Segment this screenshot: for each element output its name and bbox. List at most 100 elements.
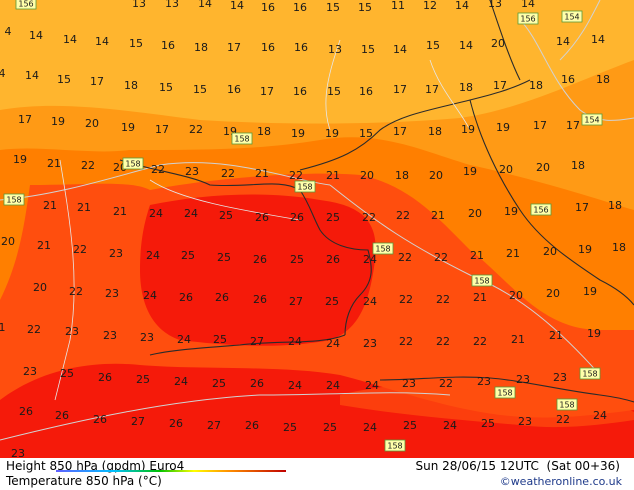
temperature-value: 21 — [113, 205, 127, 218]
temperature-value: 16 — [359, 85, 373, 98]
temperature-value: 25 — [213, 333, 227, 346]
temperature-value: 25 — [219, 209, 233, 222]
temperature-value: 26 — [253, 253, 267, 266]
temperature-value: 26 — [250, 377, 264, 390]
svg-text:154: 154 — [584, 116, 599, 125]
temperature-value: 13 — [132, 0, 146, 10]
country-borders — [54, 39, 471, 401]
temperature-value: 17 — [575, 201, 589, 214]
temperature-value: 17 — [533, 119, 547, 132]
temperature-value: 20 — [33, 281, 47, 294]
temperature-value: 22 — [436, 293, 450, 306]
temperature-value: 23 — [103, 329, 117, 342]
temperature-value: 25 — [403, 419, 417, 432]
temperature-value: 23 — [65, 325, 79, 338]
temperature-value: 27 — [131, 415, 145, 428]
temperature-value: 14 — [459, 39, 473, 52]
temperature-value: 14 — [29, 29, 43, 42]
temperature-value: 16 — [227, 83, 241, 96]
temperature-value: 26 — [93, 413, 107, 426]
temperature-value: 17 — [90, 75, 104, 88]
temperature-value: 26 — [253, 293, 267, 306]
temperature-value: 19 — [325, 127, 339, 140]
height-label: 158 — [494, 386, 516, 399]
temperature-value: 18 — [529, 79, 543, 92]
temperature-value: 15 — [129, 37, 143, 50]
temperature-value: 25 — [323, 421, 337, 434]
temperature-value: 26 — [179, 291, 193, 304]
temperature-value: 24 — [443, 419, 457, 432]
height-label: 158 — [471, 274, 493, 287]
temperature-value: 15 — [359, 127, 373, 140]
temperature-value: 21 — [77, 201, 91, 214]
height-label: 154 — [581, 113, 603, 126]
footer-datetime: Sun 28/06/15 12UTC (Sat 00+36) — [415, 459, 621, 473]
height-label: 154 — [561, 10, 583, 23]
temperature-value: 14 — [455, 0, 469, 12]
temperature-map: 1561313141416161515111214131441414141516… — [0, 0, 634, 458]
temperature-value: 13 — [488, 0, 502, 10]
temperature-value: 19 — [13, 153, 27, 166]
temperature-value: 22 — [151, 163, 165, 176]
temperature-value: 23 — [402, 377, 416, 390]
temperature-value: 19 — [51, 115, 65, 128]
temperature-value: 21 — [470, 249, 484, 262]
temperature-value: 16 — [293, 1, 307, 14]
temperature-value: 23 — [109, 247, 123, 260]
temperature-value: 19 — [496, 121, 510, 134]
temperature-value: 17 — [18, 113, 32, 126]
temperature-value: 15 — [193, 83, 207, 96]
temperature-value: 18 — [395, 169, 409, 182]
temperature-value: 16 — [293, 85, 307, 98]
temperature-value: 20 — [546, 287, 560, 300]
temperature-value: 19 — [583, 285, 597, 298]
temperature-value: 24 — [593, 409, 607, 422]
temperature-value: 26 — [245, 419, 259, 432]
svg-text:154: 154 — [564, 13, 579, 22]
temperature-value: 4 — [5, 25, 12, 38]
temperature-value: 18 — [596, 73, 610, 86]
temperature-value: 20 — [85, 117, 99, 130]
svg-text:158: 158 — [387, 442, 402, 451]
svg-text:158: 158 — [6, 196, 21, 205]
temperature-value: 25 — [181, 249, 195, 262]
height-label: 158 — [3, 193, 25, 206]
temperature-value: 18 — [194, 41, 208, 54]
temperature-value: 15 — [326, 1, 340, 14]
temperature-value: 25 — [60, 367, 74, 380]
temperature-value: 26 — [290, 211, 304, 224]
temperature-value: 22 — [221, 167, 235, 180]
temperature-value: 21 — [326, 169, 340, 182]
temperature-value: 24 — [174, 375, 188, 388]
temperature-value: 24 — [146, 249, 160, 262]
temperature-value: 24 — [365, 379, 379, 392]
temperature-value: 27 — [207, 419, 221, 432]
temperature-value: 24 — [288, 335, 302, 348]
temperature-value: 4 — [0, 67, 6, 80]
temperature-value: 23 — [11, 447, 25, 458]
temperature-value: 14 — [556, 35, 570, 48]
temperature-value: 22 — [189, 123, 203, 136]
temperature-value: 23 — [140, 331, 154, 344]
footer-title-height: Height 850 hPa (gpdm) Euro4 — [6, 459, 185, 473]
height-label: 156 — [517, 12, 539, 25]
height-label: 158 — [231, 132, 253, 145]
temperature-value: 22 — [399, 293, 413, 306]
temperature-value: 19 — [578, 243, 592, 256]
temperature-value: 15 — [358, 1, 372, 14]
temperature-value: 21 — [47, 157, 61, 170]
temperature-value: 25 — [217, 251, 231, 264]
temperature-value: 13 — [328, 43, 342, 56]
temperature-value: 21 — [37, 239, 51, 252]
temperature-value: 16 — [294, 41, 308, 54]
temperature-value: 22 — [398, 251, 412, 264]
temperature-value: 15 — [159, 81, 173, 94]
temperature-values: 1561313141416161515111214131441414141516… — [0, 0, 626, 458]
temperature-value: 23 — [185, 165, 199, 178]
height-label: 156 — [15, 0, 37, 10]
temperature-value: 22 — [69, 285, 83, 298]
temperature-value: 18 — [124, 79, 138, 92]
temperature-value: 20 — [509, 289, 523, 302]
temperature-value: 18 — [459, 81, 473, 94]
temperature-value: 26 — [169, 417, 183, 430]
